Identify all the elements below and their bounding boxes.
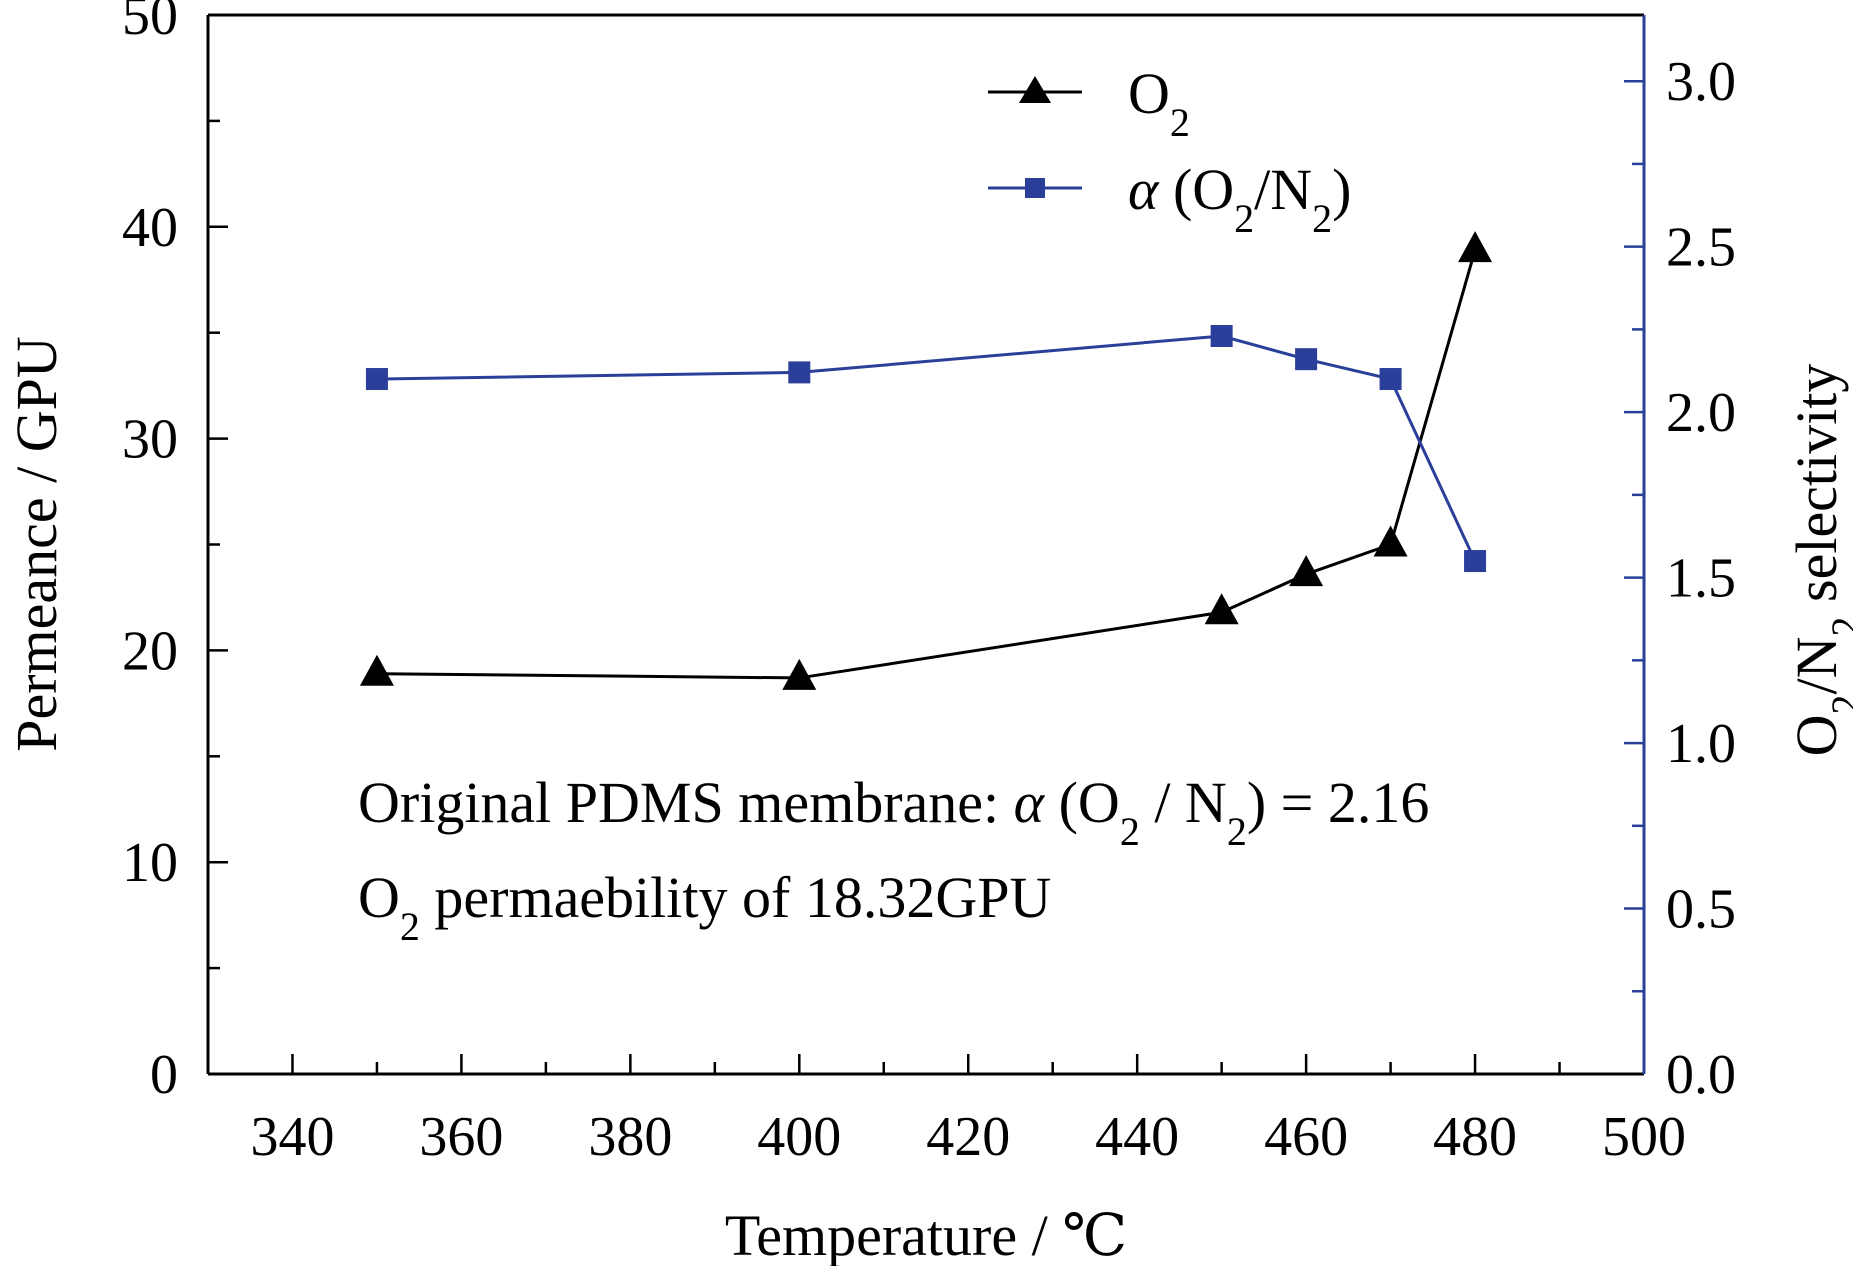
y-right-tick-label: 2.0 xyxy=(1666,382,1736,444)
y-right-tick-label: 1.0 xyxy=(1666,713,1736,775)
data-point xyxy=(1204,593,1239,625)
series-0 xyxy=(359,231,1493,690)
data-point xyxy=(365,368,388,391)
y-left-tick-label: 0 xyxy=(150,1044,178,1106)
y-left-tick-label: 50 xyxy=(122,0,178,47)
y-right-axis-label: O2/N2 selectivity xyxy=(1784,364,1853,757)
data-point xyxy=(1373,525,1408,557)
legend-item-alpha: α (O2/N2) xyxy=(988,157,1351,241)
x-tick-label: 440 xyxy=(1095,1106,1179,1168)
data-point xyxy=(1289,555,1324,587)
x-tick-label: 380 xyxy=(588,1106,672,1168)
x-tick-label: 400 xyxy=(757,1106,841,1168)
data-point xyxy=(359,654,394,686)
x-tick-label: 340 xyxy=(250,1106,334,1168)
annotation-line-1: Original PDMS membrane: α (O2 / N2) = 2.… xyxy=(358,770,1429,854)
y-left-tick-label: 20 xyxy=(122,620,178,682)
x-axis-label: Temperature / ℃ xyxy=(725,1203,1127,1266)
x-tick-label: 420 xyxy=(926,1106,1010,1168)
legend-o2-label: O2 xyxy=(1128,61,1190,145)
x-tick-label: 460 xyxy=(1264,1106,1348,1168)
series-line xyxy=(376,334,1477,562)
series-line xyxy=(376,249,1477,680)
y-left-tick-label: 40 xyxy=(122,197,178,259)
y-right-tick-label: 0.0 xyxy=(1666,1044,1736,1106)
y-left-tick-label: 30 xyxy=(122,409,178,471)
x-tick-label: 360 xyxy=(419,1106,503,1168)
annotation-line-2: O2 permaebility of 18.32GPU xyxy=(358,865,1051,949)
series-layer xyxy=(359,231,1493,690)
data-point xyxy=(788,361,811,384)
ticks-layer: 340 360 380 400 420 440 460 480 500 0 10 20 30 40 50 0.… xyxy=(122,0,1736,1168)
y-right-tick-label: 2.5 xyxy=(1666,217,1736,279)
y-right-tick-label: 1.5 xyxy=(1666,548,1736,610)
legend-item-o2: O2 xyxy=(988,61,1190,145)
y-right-tick-label: 3.0 xyxy=(1666,51,1736,113)
y-right-tick-label: 0.5 xyxy=(1666,879,1736,941)
data-point xyxy=(1379,368,1402,391)
data-point xyxy=(1295,348,1318,371)
legend-alpha-marker xyxy=(1025,178,1045,198)
data-point xyxy=(1210,325,1233,348)
data-point xyxy=(1458,231,1493,263)
data-point xyxy=(782,658,817,690)
data-point xyxy=(1464,550,1487,573)
y-left-tick-label: 10 xyxy=(122,832,178,894)
legend-alpha-label: α (O2/N2) xyxy=(1128,157,1351,241)
y-left-axis-label: Permeance / GPU xyxy=(4,336,69,752)
legend-o2-marker xyxy=(1019,76,1051,103)
x-tick-label: 500 xyxy=(1602,1106,1686,1168)
x-tick-label: 480 xyxy=(1433,1106,1517,1168)
series-1 xyxy=(365,325,1487,573)
legend: O2 α (O2/N2) xyxy=(988,61,1351,241)
